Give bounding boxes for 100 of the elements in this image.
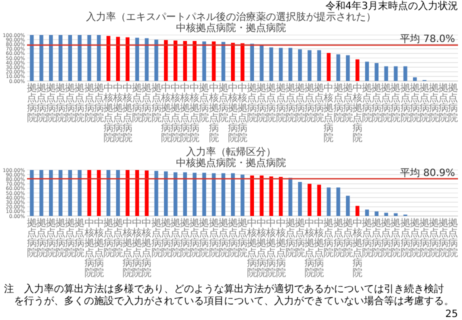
- x-tick-label: 拠点病院: [170, 217, 180, 259]
- bar: [374, 211, 379, 216]
- x-tick-label: 拠点病院: [218, 217, 228, 259]
- x-tick-label: 拠点病院: [151, 82, 162, 124]
- x-tick-label: 中核拠点病院: [83, 217, 94, 279]
- x-tick-label: 拠点病院: [342, 217, 353, 259]
- x-tick-label: 拠点病院: [94, 82, 104, 124]
- bar: [135, 38, 140, 81]
- chart-title: 入力率（転帰区分）: [186, 146, 276, 158]
- bar: [116, 36, 120, 81]
- x-tick-label: 拠点病院: [180, 217, 190, 259]
- bar: [240, 174, 244, 216]
- bar: [308, 184, 312, 216]
- x-tick-label: 拠点病院: [448, 82, 458, 124]
- bar: [298, 49, 302, 81]
- x-tick-label: 中核拠点病院: [351, 82, 362, 144]
- bar: [308, 50, 312, 81]
- bar: [116, 170, 120, 216]
- x-tick-label: 拠点病院: [46, 217, 56, 259]
- x-tick-label: 拠点病院: [65, 217, 76, 259]
- x-tick-label: 拠点病院: [390, 82, 401, 124]
- x-tick-label: 拠点病院: [381, 217, 392, 259]
- bar: [231, 173, 235, 216]
- x-tick-label: 中核拠点病院: [122, 217, 133, 279]
- x-tick-label: 拠点病院: [26, 217, 37, 259]
- x-tick-label: 拠点病院: [362, 217, 372, 259]
- x-tick-label: 拠点病院: [314, 82, 324, 124]
- bar: [164, 171, 168, 216]
- bar: [394, 66, 398, 81]
- x-tick-label: 中核拠点病院: [236, 82, 248, 144]
- bar: [365, 62, 369, 81]
- bar: [68, 170, 72, 216]
- bar: [58, 35, 62, 81]
- x-tick-label: 拠点病院: [26, 82, 37, 124]
- bar: [126, 37, 130, 81]
- bar: [126, 170, 130, 216]
- bar: [39, 170, 44, 216]
- bar: [106, 36, 110, 81]
- bar: [49, 170, 53, 216]
- x-tick-label: 中核拠点病院: [160, 82, 171, 144]
- chart-title: 入力率（エキスパートパネル後の治療薬の選択肢が提示された）: [86, 11, 376, 23]
- x-tick-label: 拠点病院: [448, 217, 458, 259]
- x-tick-label: 中核拠点病院: [102, 82, 114, 144]
- bar: [144, 38, 149, 81]
- x-tick-label: 拠点病院: [142, 82, 152, 124]
- x-tick-label: 拠点病院: [390, 217, 401, 259]
- x-tick-label: 中核拠点病院: [169, 82, 180, 144]
- x-tick-label: 中核拠点病院: [226, 82, 238, 144]
- x-tick-label: 中核拠点病院: [304, 217, 315, 279]
- x-tick-label: 拠点病院: [400, 82, 410, 124]
- chart-subtitle: 中核拠点病院・拠点病院: [176, 157, 286, 169]
- bar: [384, 66, 388, 81]
- x-tick-label: 拠点病院: [429, 82, 440, 124]
- x-tick-label: 中核拠点病院: [208, 82, 219, 144]
- bar: [394, 213, 398, 216]
- x-tick-label: 拠点病院: [438, 82, 449, 124]
- x-tick-label: 拠点病院: [65, 82, 76, 124]
- x-tick-label: 拠点病院: [151, 217, 162, 259]
- x-tick-label: 拠点病院: [208, 217, 219, 259]
- bar: [365, 210, 369, 216]
- bar: [356, 206, 360, 216]
- x-tick-label: 拠点病院: [372, 217, 382, 259]
- bar: [356, 59, 360, 81]
- x-tick-label: 拠点病院: [362, 82, 372, 124]
- x-tick-label: 拠点病院: [276, 82, 286, 124]
- x-tick-label: 拠点病院: [324, 217, 334, 259]
- x-tick-label: 中核拠点病院: [313, 217, 324, 279]
- x-tick-label: 拠点病院: [218, 82, 228, 124]
- x-tick-label: 拠点病院: [36, 82, 46, 124]
- x-tick-label: 拠点病院: [304, 82, 315, 124]
- bar: [250, 44, 254, 81]
- bar: [260, 176, 264, 216]
- x-tick-label: 中核拠点病院: [246, 217, 258, 279]
- x-tick-label: 拠点病院: [199, 82, 210, 124]
- bar: [298, 182, 302, 216]
- bar: [49, 35, 53, 81]
- x-tick-label: 拠点病院: [74, 217, 85, 259]
- x-tick-label: 拠点病院: [56, 82, 66, 124]
- x-tick-label: 拠点病院: [103, 217, 114, 259]
- bar: [135, 170, 140, 216]
- x-tick-label: 拠点病院: [285, 82, 296, 124]
- x-tick-label: 中核拠点病院: [351, 217, 362, 279]
- x-tick-label: 拠点病院: [342, 82, 353, 124]
- bar: [164, 40, 168, 81]
- bar: [106, 170, 110, 216]
- bar: [336, 187, 340, 216]
- x-tick-label: 拠点病院: [372, 82, 382, 124]
- bar: [192, 172, 197, 216]
- x-tick-label: 中核拠点病院: [112, 82, 123, 144]
- x-tick-label: 中核拠点病院: [274, 217, 286, 279]
- bar: [192, 40, 197, 81]
- text: 25: [445, 309, 458, 320]
- x-tick-label: 拠点病院: [410, 217, 420, 259]
- x-tick-label: 中核拠点病院: [140, 217, 152, 279]
- bar: [269, 47, 274, 81]
- x-tick-label: 拠点病院: [400, 217, 410, 259]
- x-tick-label: 拠点病院: [285, 217, 296, 259]
- x-tick-label: 拠点病院: [438, 217, 449, 259]
- x-tick-label: 拠点病院: [238, 217, 248, 259]
- x-tick-label: 拠点病院: [294, 82, 305, 124]
